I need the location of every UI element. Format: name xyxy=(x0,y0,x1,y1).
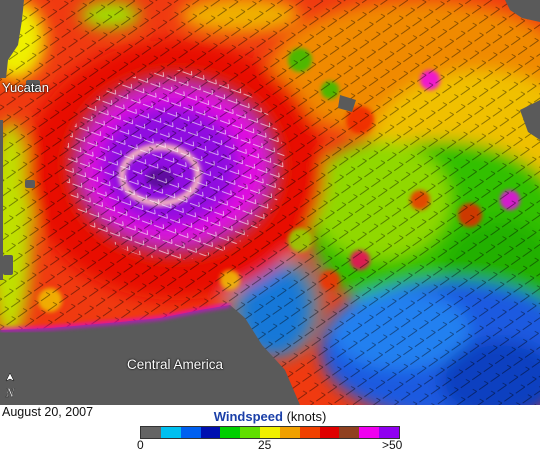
color-scale-bar xyxy=(140,426,400,439)
scale-swatch xyxy=(240,427,261,438)
scale-swatch xyxy=(299,427,320,438)
tick-50: >50 xyxy=(382,438,403,452)
scale-swatch xyxy=(220,427,241,438)
scale-swatch xyxy=(359,427,380,438)
scale-swatch xyxy=(160,427,181,438)
land xyxy=(0,0,540,405)
tick-0: 0 xyxy=(137,438,144,452)
central-america-label: Central America xyxy=(127,357,224,372)
yucatan-label: Yucatan xyxy=(2,80,49,95)
tick-25: 25 xyxy=(258,438,272,452)
date-label: August 20, 2007 xyxy=(2,405,94,419)
north-letter: N xyxy=(5,385,16,400)
legend-title-main: Windspeed xyxy=(213,409,283,424)
scale-swatch xyxy=(379,427,399,438)
scale-swatch xyxy=(200,427,221,438)
windspeed-map xyxy=(0,0,540,405)
legend-title: Windspeed (knots) xyxy=(0,409,540,424)
scale-swatch xyxy=(319,427,340,438)
legend-units: (knots) xyxy=(286,409,327,424)
north-arrow-icon: N xyxy=(5,372,16,400)
scale-swatch xyxy=(260,427,280,438)
scale-swatch xyxy=(339,427,360,438)
scale-swatch xyxy=(279,427,300,438)
scale-swatch xyxy=(180,427,201,438)
scale-swatch xyxy=(141,427,161,438)
